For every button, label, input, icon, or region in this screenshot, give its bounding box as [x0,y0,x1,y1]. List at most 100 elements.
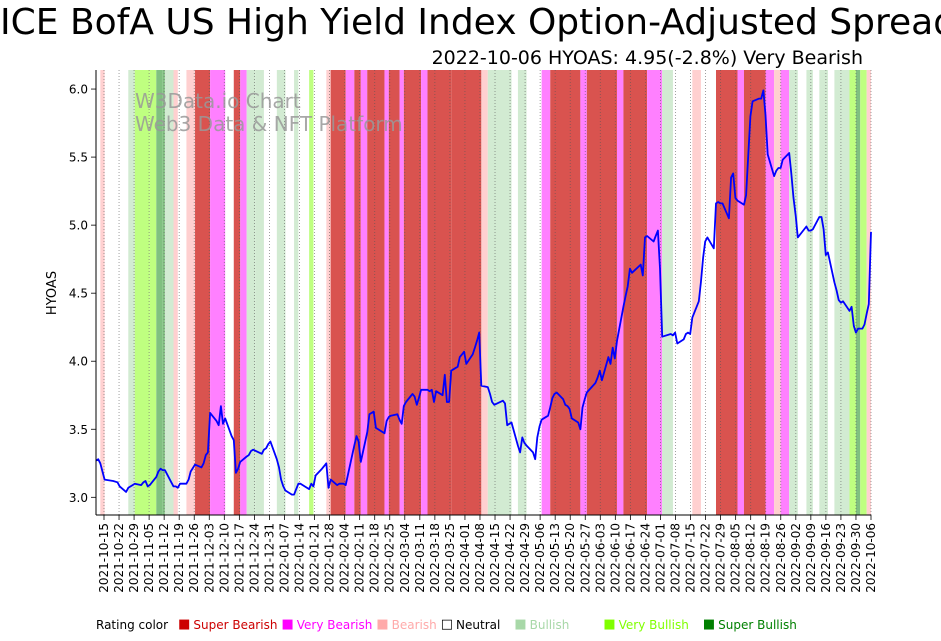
x-tick-label: 2022-05-13 [548,523,562,593]
rating-band [326,70,331,515]
x-tick-label: 2022-03-04 [398,523,412,593]
x-tick-label: 2022-04-08 [473,523,487,593]
legend-item-bearish: ■ Bearish [376,617,436,632]
x-tick-label: 2022-09-16 [819,523,833,593]
rating-band [716,70,738,515]
rating-band [743,70,766,515]
rating-band [481,70,488,515]
x-tick-label: 2021-11-19 [172,523,186,593]
rating-band [210,70,226,515]
rating-band [345,70,355,515]
rating-band [134,70,150,515]
x-tick-label: 2022-09-30 [849,523,863,593]
rating-band [517,70,527,515]
rating-band [550,70,581,515]
watermark-line-2: Web3 Data & NFT Platform [135,112,403,136]
series-line-hyoas [95,89,872,496]
rating-band [737,70,744,515]
x-tick-label: 2022-07-01 [653,523,667,593]
rating-band [849,70,856,515]
x-tick-label: 2022-05-20 [563,523,577,593]
x-tick-label: 2022-09-09 [804,523,818,593]
legend-label: Bearish [391,617,437,632]
legend-label: Bullish [529,617,570,632]
x-tick-label: 2022-04-29 [518,523,532,593]
x-tick-label: 2022-08-26 [774,523,788,593]
rating-legend: Rating color ■ Super Bearish ■ Very Bearis… [96,617,801,632]
x-tick-label: 2022-01-14 [293,523,307,593]
x-tick-label: 2021-12-03 [202,523,216,593]
x-tick-label: 2021-12-10 [217,523,231,593]
legend-label: Neutral [456,617,501,632]
rating-band [309,70,314,515]
rating-band [860,70,867,515]
square-icon: ■ [281,617,294,632]
x-tick-label: 2022-02-11 [353,523,367,593]
x-tick-label: 2022-05-27 [578,523,592,593]
x-tick-label: 2022-04-22 [503,523,517,593]
x-tick-label: 2022-08-19 [759,523,773,593]
rating-band [399,70,404,515]
x-tick-label: 2021-12-31 [262,523,276,593]
legend-item-very-bearish: ■ Very Bearish [281,617,372,632]
rating-band [276,70,286,515]
x-tick-label: 2021-10-22 [112,523,126,593]
rating-band [834,70,850,515]
x-tick-label: 2022-07-29 [714,523,728,593]
rating-band [780,70,790,515]
square-icon: ■ [603,617,616,632]
legend-title: Rating color [96,617,169,632]
legend-label: Very Bearish [296,617,373,632]
legend-item-very-bullish: ■ Very Bullish [603,617,699,632]
rating-band [451,70,482,515]
y-tick-label: 3.0 [69,491,88,505]
rating-band [156,70,163,515]
x-tick-label: 2022-09-23 [834,523,848,593]
rating-band [164,70,174,515]
y-tick-label: 3.5 [69,423,88,437]
rating-band [388,70,400,515]
vertical-gridlines [103,70,872,515]
y-tick-label: 4.5 [69,287,88,301]
x-tick-label: 2022-03-18 [428,523,442,593]
x-tick-label: 2022-03-25 [443,523,457,593]
x-tick-label: 2021-11-26 [187,523,201,593]
x-tick-label: 2022-01-21 [308,523,322,593]
y-axis-label: HYOAS [45,271,60,315]
square-icon: ■ [702,617,716,632]
rating-band [586,70,617,515]
x-tick-label: 2022-09-02 [789,523,803,593]
x-tick-label: 2022-05-06 [533,523,547,593]
legend-item-super-bullish: ■ Super Bullish [703,617,797,632]
x-tick-label: 2022-02-18 [368,523,382,593]
x-tick-label: 2022-07-08 [668,523,682,593]
y-tick-label: 4.0 [69,355,88,369]
legend-label: Super Bullish [718,617,797,632]
x-tick-label: 2022-01-07 [277,523,291,593]
watermark-line-1: W3Data.io Chart [135,89,301,113]
legend-item-super-bearish: ■ Super Bearish [178,617,277,632]
rating-band [692,70,701,515]
rating-band [384,70,389,515]
x-tick-label: 2022-06-03 [593,523,607,593]
rating-band [149,70,157,515]
x-tick-label: 2022-08-12 [744,523,758,593]
rating-band [240,70,247,515]
x-tick-label: 2022-02-25 [383,523,397,593]
legend-item-bullish: ■ Bullish [514,617,599,632]
rating-band [765,70,775,515]
rating-bands [100,70,871,515]
rating-band [789,70,798,515]
x-tick-label: 2021-11-12 [157,523,171,593]
y-tick-label: 5.5 [69,151,88,165]
rating-band [806,70,813,515]
rating-band [294,70,299,515]
rating-band [255,70,264,515]
rating-band [421,70,428,515]
rating-band [128,70,135,515]
rating-band [662,70,673,515]
x-tick-label: 2021-11-05 [142,523,156,593]
rating-band [819,70,828,515]
rating-band [195,70,211,515]
